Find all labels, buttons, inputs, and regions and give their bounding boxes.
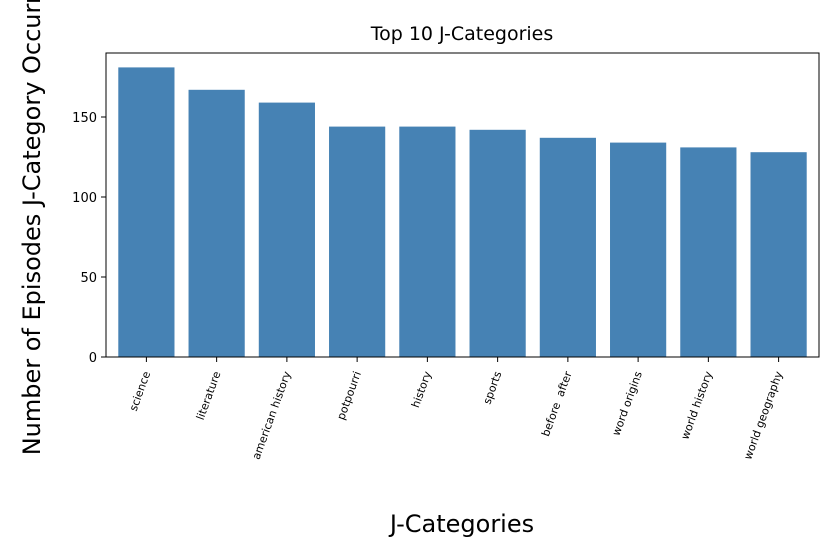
chart-title: Top 10 J-Categories: [370, 23, 554, 45]
bar-history: [399, 126, 456, 357]
x-tick-label: history: [409, 369, 434, 409]
y-axis-label: Number of Episodes J-Category Occurred: [18, 0, 46, 455]
bar-before-after: [539, 137, 596, 357]
x-ticks-group: science literature american history potpour…: [127, 357, 786, 461]
x-tick-label: before after: [539, 369, 575, 438]
y-tick-label: 150: [72, 111, 97, 126]
x-tick-label: american history: [250, 369, 294, 461]
y-tick-label: 100: [72, 191, 97, 206]
x-axis-label: J-Categories: [388, 510, 534, 538]
plot-frame: [105, 52, 820, 358]
bars-group: [118, 67, 807, 358]
x-tick-label: world geography: [741, 369, 785, 461]
bar-science: [118, 67, 175, 358]
bar-american-history: [258, 102, 315, 357]
x-tick-label: sports: [481, 369, 505, 406]
bar-potpourri: [329, 126, 386, 357]
y-tick-label: 0: [89, 351, 97, 366]
bar-word-origins: [610, 142, 667, 357]
x-tick-label: world history: [678, 369, 715, 441]
y-tick-label: 50: [80, 271, 97, 286]
bar-world-geography: [750, 152, 807, 357]
x-tick-label: science: [127, 369, 153, 413]
x-tick-label: potpourri: [334, 370, 364, 422]
bar-literature: [188, 89, 245, 358]
bar-world-history: [680, 147, 737, 357]
bar-sports: [469, 129, 526, 357]
x-tick-label: literature: [194, 369, 224, 421]
x-tick-label: word origins: [610, 369, 645, 437]
y-ticks-group: 0 50 100 150: [72, 111, 106, 366]
y-axis-label-group: Number of Episodes J-Category Occurred: [18, 0, 46, 455]
